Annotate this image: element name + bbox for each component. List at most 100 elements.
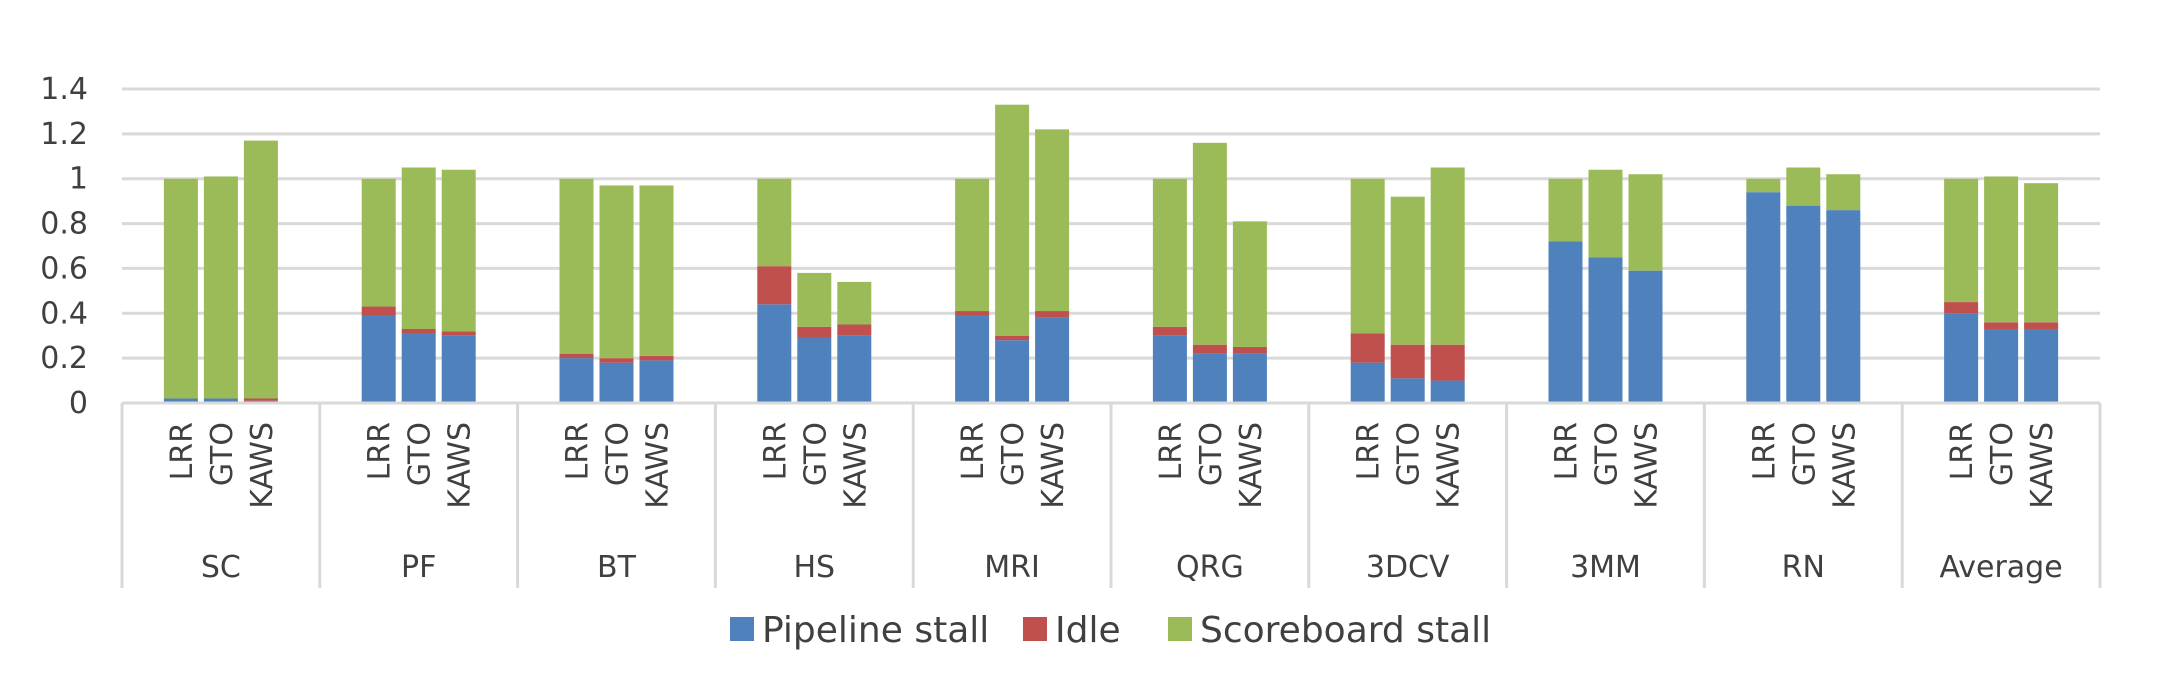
bar-segment — [1548, 178, 1583, 242]
y-axis-ticks: 0 0.2 0.4 0.6 0.8 1 1.2 1.4 — [40, 72, 88, 421]
bar-segment — [243, 398, 278, 401]
bar-segment — [757, 266, 792, 305]
x-category-label: KAWS — [1630, 422, 1665, 509]
x-category-label: LRR — [1154, 422, 1189, 480]
bar-segment — [1152, 326, 1187, 336]
x-category-label: LRR — [165, 422, 200, 480]
x-group-label: HS — [793, 550, 835, 585]
y-tick-label: 1.4 — [40, 72, 88, 107]
bar-segment — [955, 178, 990, 312]
legend-label: Idle — [1055, 610, 1121, 651]
bar-segment — [1430, 380, 1465, 403]
bar-segment — [2024, 322, 2059, 329]
bar-segment — [1035, 311, 1070, 318]
y-tick-label: 1 — [69, 162, 88, 197]
bar-segment — [1350, 333, 1385, 363]
x-category-label: KAWS — [838, 422, 873, 509]
bar-segment — [441, 335, 476, 403]
y-tick-label: 0.6 — [40, 251, 88, 286]
legend: Pipeline stall Idle Scoreboard stall — [730, 610, 1491, 651]
x-category-label: LRR — [1352, 422, 1387, 480]
bar-segment — [1035, 129, 1070, 312]
bar-segment — [1786, 205, 1821, 403]
bar-segment — [1350, 362, 1385, 403]
legend-swatch — [1023, 617, 1047, 641]
bar-segment — [559, 178, 594, 354]
x-group-label: RN — [1782, 550, 1825, 585]
y-tick-label: 0 — [69, 386, 88, 421]
bar-segment — [599, 362, 634, 403]
bar-segment — [163, 398, 198, 403]
bar-segment — [797, 326, 832, 338]
x-category-label: LRR — [956, 422, 991, 480]
bar-segment — [757, 178, 792, 267]
x-category-label: GTO — [403, 422, 438, 486]
bar-segment — [837, 324, 872, 336]
bar-segment — [1152, 178, 1187, 327]
bar-segment — [1390, 344, 1425, 379]
x-category-label: LRR — [1550, 422, 1585, 480]
x-category-label: KAWS — [245, 422, 280, 509]
x-category-label: GTO — [205, 422, 240, 486]
bar-segment — [1826, 174, 1861, 211]
bar-segment — [639, 355, 674, 361]
bar-segment — [203, 398, 238, 403]
bar-segment — [1786, 167, 1821, 206]
bar-segment — [757, 304, 792, 403]
x-category-label: GTO — [1194, 422, 1229, 486]
bar-segment — [599, 358, 634, 363]
bar-segment — [1192, 344, 1227, 354]
legend-label: Scoreboard stall — [1200, 610, 1491, 651]
x-category-label: GTO — [601, 422, 636, 486]
bar-segment — [441, 169, 476, 332]
bar-segment — [599, 185, 634, 359]
y-tick-label: 1.2 — [40, 117, 88, 152]
bar-segment — [1746, 192, 1781, 403]
bar-segment — [1984, 328, 2019, 403]
bar-segment — [1588, 257, 1623, 403]
bar-segment — [955, 315, 990, 403]
bar-segment — [1548, 241, 1583, 403]
x-category-label: KAWS — [443, 422, 478, 509]
bar-segment — [1430, 167, 1465, 345]
legend-swatch — [1168, 617, 1192, 641]
bar-segment — [955, 311, 990, 316]
bar-segment — [797, 272, 832, 327]
y-tick-label: 0.2 — [40, 341, 88, 376]
bar-segment — [639, 185, 674, 356]
x-category-label: GTO — [1985, 422, 2020, 486]
bar-segment — [1390, 196, 1425, 345]
bars — [163, 104, 2059, 403]
x-group-label: BT — [597, 550, 637, 585]
bar-segment — [243, 140, 278, 399]
bar-segment — [1035, 317, 1070, 403]
bar-segment — [1984, 176, 2019, 323]
bar-segment — [1944, 178, 1979, 303]
x-group-label: 3MM — [1570, 550, 1641, 585]
bar-segment — [361, 315, 396, 403]
x-category-label: KAWS — [1036, 422, 1071, 509]
bar-segment — [1430, 344, 1465, 381]
x-category-label: KAWS — [1827, 422, 1862, 509]
x-category-label: KAWS — [1432, 422, 1467, 509]
x-group-label: Average — [1939, 550, 2062, 585]
bar-segment — [1152, 335, 1187, 403]
legend-label: Pipeline stall — [762, 610, 989, 651]
x-group-label: MRI — [984, 550, 1040, 585]
bar-segment — [1350, 178, 1385, 334]
x-category-label: GTO — [1590, 422, 1625, 486]
x-category-label: KAWS — [641, 422, 676, 509]
y-tick-label: 0.8 — [40, 207, 88, 242]
bar-segment — [837, 335, 872, 403]
bar-segment — [1588, 169, 1623, 258]
bar-segment — [995, 335, 1030, 341]
bar-segment — [1628, 174, 1663, 271]
x-group-label: SC — [201, 550, 241, 585]
y-tick-label: 0.4 — [40, 296, 88, 331]
x-category-label: LRR — [561, 422, 596, 480]
x-category-label: LRR — [1747, 422, 1782, 480]
bar-segment — [559, 353, 594, 359]
legend-swatch — [730, 617, 754, 641]
x-category-label: LRR — [758, 422, 793, 480]
